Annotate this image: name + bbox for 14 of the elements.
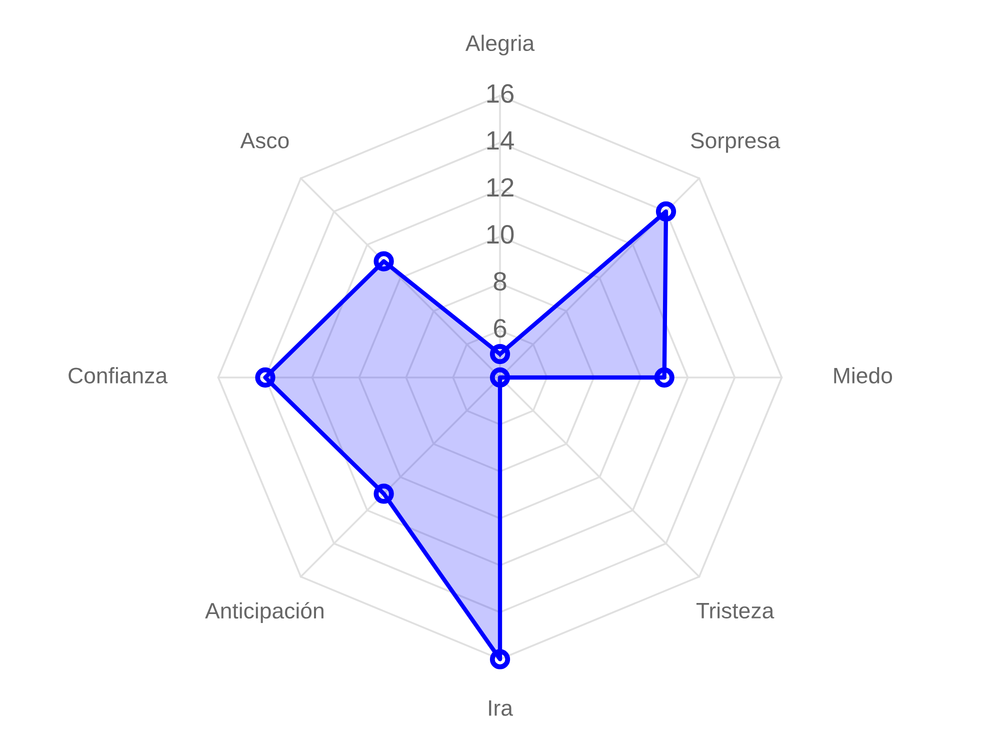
y-tick-label: 12 — [487, 178, 514, 197]
spoke-label: Tristeza — [696, 602, 774, 619]
spoke-label: Asco — [240, 132, 289, 148]
spoke-label: Ira — [489, 700, 513, 716]
spoke-label: Confianza — [68, 367, 168, 384]
y-tick-label: 6 — [494, 318, 506, 338]
y-tick-label: 8 — [494, 272, 506, 291]
y-tick-label: 10 — [487, 225, 514, 244]
spoke-label: Alegria — [465, 34, 535, 56]
spoke-label: Sorpresa — [690, 132, 780, 153]
y-tick-label: 16 — [487, 84, 514, 103]
spoke-label: Anticipación — [205, 602, 324, 624]
spoke-label: Miedo — [834, 367, 892, 384]
y-tick-label: 14 — [487, 131, 514, 150]
